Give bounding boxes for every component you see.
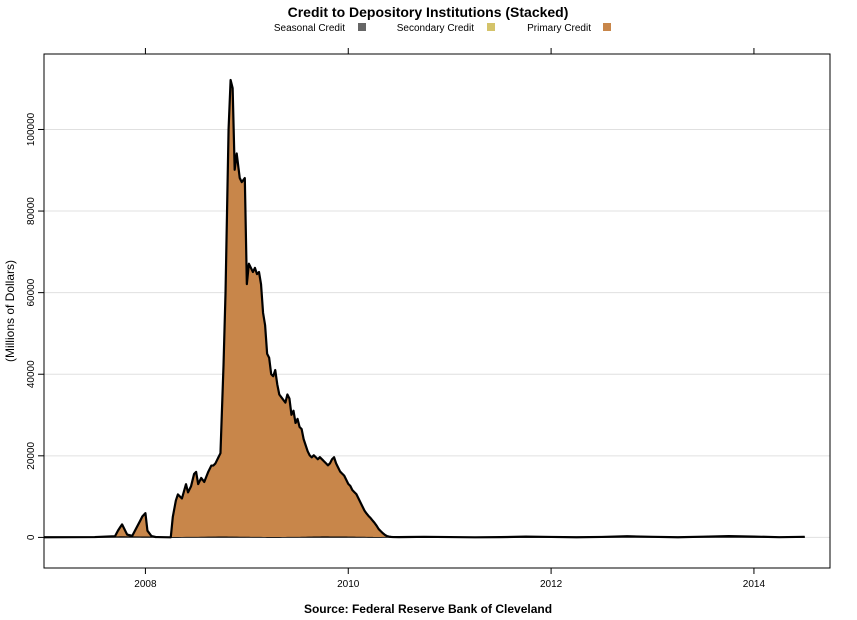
- x-tick-label: 2012: [540, 579, 563, 590]
- y-tick-label: 0: [26, 534, 37, 540]
- legend-swatch-secondary: [487, 23, 495, 31]
- legend-swatch-primary: [603, 23, 611, 31]
- y-tick-label: 60000: [26, 278, 37, 306]
- y-axis: 0 20000 40000 60000 80000 100000: [26, 112, 44, 540]
- y-axis-label: (Millions of Dollars): [3, 260, 17, 362]
- y-tick-label: 40000: [26, 360, 37, 388]
- x-tick-label: 2010: [337, 579, 360, 590]
- x-axis: 2008 2010 2012 2014: [134, 48, 765, 590]
- series-area-primary-credit: [43, 79, 805, 538]
- gridlines: [44, 128, 830, 538]
- y-tick-label: 80000: [26, 197, 37, 225]
- legend: Seasonal Credit Secondary Credit Primary…: [274, 23, 611, 34]
- x-tick-label: 2014: [743, 579, 766, 590]
- legend-label-primary: Primary Credit: [527, 23, 591, 34]
- y-tick-label: 20000: [26, 441, 37, 469]
- x-tick-label: 2008: [134, 579, 157, 590]
- plot-frame: [43, 53, 831, 569]
- chart-title: Credit to Depository Institutions (Stack…: [288, 4, 569, 20]
- legend-label-secondary: Secondary Credit: [397, 23, 474, 34]
- y-tick-label: 100000: [26, 112, 37, 146]
- plot-areas: [43, 78, 805, 539]
- legend-label-seasonal: Seasonal Credit: [274, 23, 345, 34]
- source-note: Source: Federal Reserve Bank of Clevelan…: [304, 602, 552, 616]
- legend-swatch-seasonal: [358, 23, 366, 31]
- total-outline: [43, 78, 805, 539]
